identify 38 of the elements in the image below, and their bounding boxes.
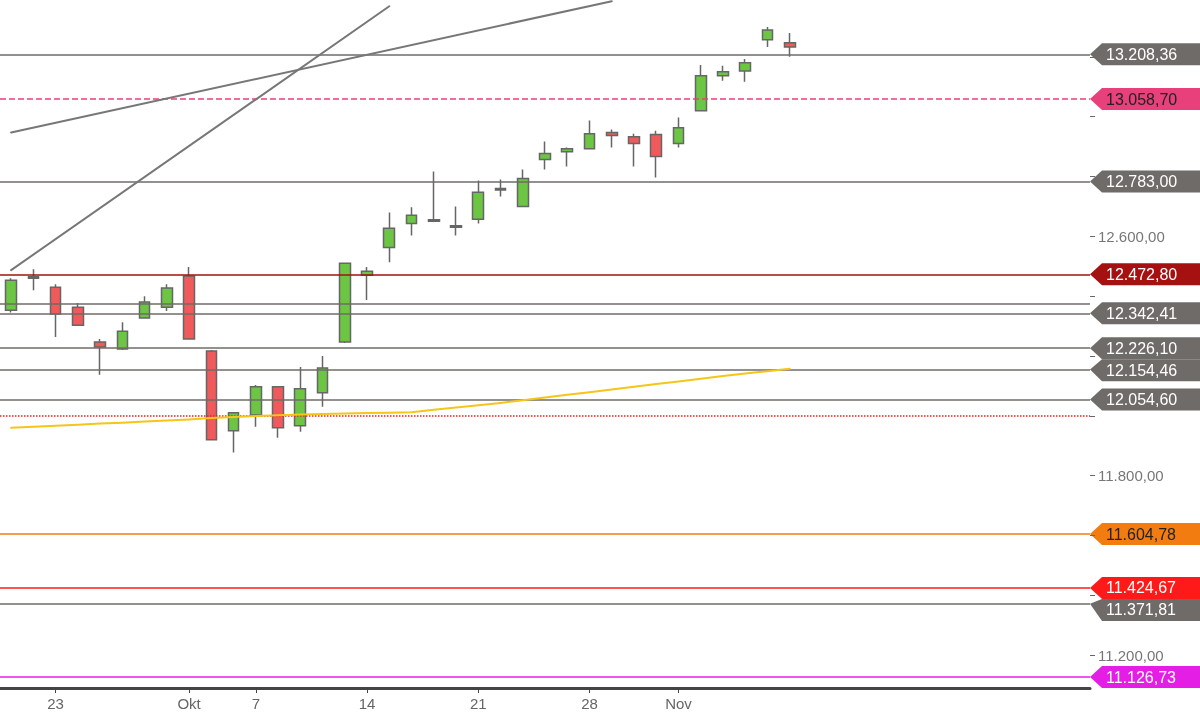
line-series: [10, 367, 791, 429]
ref-line-label: 11.126,73: [1106, 668, 1177, 686]
ref-line-label: 12.054,60: [1106, 390, 1178, 408]
x-tick-label: 14: [358, 695, 376, 712]
x-tick-label: 7: [251, 695, 260, 712]
candlestick: [761, 26, 774, 48]
candlestick: [605, 128, 619, 149]
candlestick: [627, 132, 641, 168]
x-tick-label: 23: [47, 695, 64, 712]
candlestick: [27, 268, 40, 291]
candlestick: [583, 119, 596, 151]
x-tick-label: Nov: [665, 695, 693, 712]
candlestick: [716, 65, 730, 82]
x-tick-label: Okt: [177, 695, 202, 712]
ref-line-label: 12.472,80: [1106, 265, 1178, 283]
ref-line-label: 13.208,36: [1106, 45, 1178, 63]
candlestick: [738, 58, 752, 83]
candlestick: [694, 64, 708, 113]
y-tick-label: 12.600,00: [1098, 227, 1165, 245]
candlestick: [560, 146, 574, 168]
x-tick-label: 28: [581, 695, 598, 712]
x-tick-label: 21: [469, 695, 487, 712]
candlestick: [672, 116, 685, 149]
ref-line-label: 13.058,70: [1106, 90, 1178, 108]
candlestick: [405, 206, 418, 237]
ref-line-label: 12.342,41: [1106, 304, 1178, 322]
ref-line-label: 12.783,00: [1106, 173, 1178, 191]
ref-line-label: 11.604,78: [1106, 525, 1177, 543]
ref-line-label: 12.154,46: [1106, 361, 1178, 379]
candlestick: [538, 140, 552, 171]
candlestick: [449, 205, 463, 237]
y-tick-label: 11.200,00: [1098, 646, 1164, 664]
ref-line-label: 11.424,67: [1106, 579, 1177, 597]
ref-line-label: 12.226,10: [1106, 339, 1178, 357]
candlestick: [382, 211, 396, 264]
candlestick: [649, 129, 663, 179]
ref-line-label: 11.371,81: [1106, 601, 1177, 619]
y-tick-label: 11.800,00: [1098, 467, 1164, 485]
